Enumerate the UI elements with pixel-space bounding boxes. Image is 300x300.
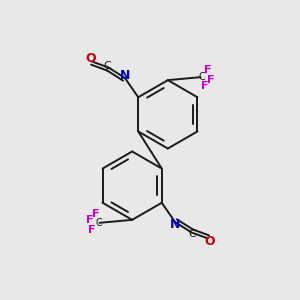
Text: F: F — [207, 75, 214, 85]
Text: F: F — [88, 225, 96, 235]
Text: C: C — [188, 229, 196, 239]
Text: C: C — [198, 72, 205, 82]
Text: N: N — [120, 69, 130, 82]
Text: O: O — [204, 235, 214, 248]
Text: N: N — [170, 218, 180, 231]
Text: C: C — [95, 218, 102, 228]
Text: C: C — [104, 61, 112, 71]
Text: F: F — [92, 209, 99, 219]
Text: O: O — [85, 52, 96, 65]
Text: F: F — [86, 215, 93, 225]
Text: F: F — [201, 81, 208, 91]
Text: F: F — [204, 65, 212, 75]
